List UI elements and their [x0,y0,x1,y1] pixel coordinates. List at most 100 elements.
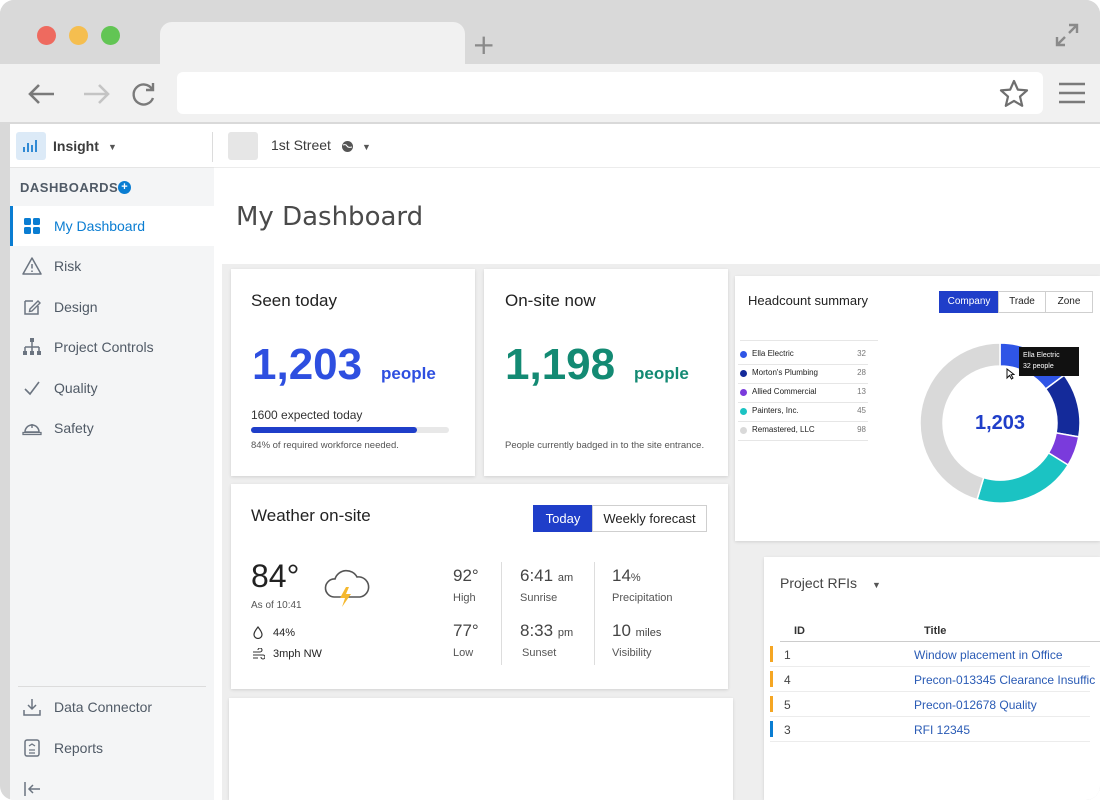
precipitation: 14% [612,566,641,586]
precipitation-unit: % [630,572,641,584]
tab-weekly-forecast[interactable]: Weekly forecast [592,505,707,532]
minimize-window-button[interactable] [69,26,88,45]
sidebar-item-label: Quality [54,380,98,396]
forward-arrow-icon[interactable] [80,78,112,110]
onsite-now-card [484,269,728,476]
donut-slice-morton-s-plumbing[interactable] [1044,374,1081,438]
tab-trade[interactable]: Trade [998,291,1046,313]
sidebar-item-label: My Dashboard [54,218,146,234]
rfi-title-link[interactable]: Window placement in Office [914,648,1063,662]
wind-icon [253,648,265,660]
precipitation-value: 14 [612,566,631,585]
donut-tooltip: Ella Electric 32 people [1019,347,1079,376]
rfis-chevron-down-icon[interactable]: ▼ [872,580,881,590]
project-rfis-card [764,557,1100,800]
legend-row[interactable]: Remastered, LLC 98 [738,422,868,441]
as-of-time: As of 10:41 [251,600,302,611]
card-title: On-site now [505,291,596,310]
donut-slice-remastered-llc[interactable] [919,342,1001,501]
collapse-sidebar-icon[interactable] [24,781,42,797]
hamburger-menu-icon[interactable] [1058,82,1086,104]
sidebar-divider [18,686,206,687]
legend-row[interactable]: Allied Commercial 13 [738,384,868,403]
tab-company[interactable]: Company [939,291,999,313]
mouse-cursor-icon [1006,368,1015,380]
priority-bar [770,646,773,662]
sidebar-item-label: Safety [54,420,94,436]
rfis-title[interactable]: Project RFIs [780,575,858,591]
rfi-title-link[interactable]: RFI 12345 [914,723,971,737]
humidity-drop-icon [253,626,263,639]
column-header-id[interactable]: ID [794,625,805,637]
fullscreen-icon[interactable] [1052,20,1082,50]
expected-text: 1600 expected today [251,408,363,422]
sidebar-item-data-connector[interactable]: Data Connector [10,687,214,727]
sidebar-item-reports[interactable]: Reports [10,728,214,768]
legend-label: Ella Electric [752,349,794,358]
sidebar-item-safety[interactable]: Safety [10,408,214,448]
legend-label: Remastered, LLC [752,425,815,434]
back-arrow-icon[interactable] [26,78,58,110]
sidebar-item-quality[interactable]: Quality [10,368,214,408]
priority-bar [770,671,773,687]
legend-row[interactable]: Morton's Plumbing 28 [738,365,868,384]
sidebar-item-design[interactable]: Design [10,287,214,327]
table-row[interactable]: 4 Precon-013345 Clearance Insuffic [770,667,1095,692]
maximize-window-button[interactable] [101,26,120,45]
add-dashboard-icon[interactable]: + [118,181,131,194]
table-row[interactable]: 3 RFI 12345 [770,717,1090,742]
seen-today-count: 1,203 [252,340,363,389]
weather-divider [501,562,502,665]
legend-row[interactable]: Painters, Inc. 45 [738,403,868,422]
close-window-button[interactable] [37,26,56,45]
app-switcher[interactable]: Insight ▼ [10,124,214,168]
donut-slice-painters-inc[interactable] [976,451,1070,504]
sidebar-item-project-controls[interactable]: Project Controls [10,327,214,367]
hierarchy-icon [23,338,41,355]
column-header-title[interactable]: Title [924,625,947,637]
sidebar-item-label: Reports [54,740,104,756]
high-temp: 92° [453,566,479,585]
globe-icon [342,141,353,152]
legend-value: 32 [857,349,866,358]
project-chevron-down-icon[interactable]: ▼ [362,142,371,152]
insight-chart-icon [16,132,46,160]
title-bar: + [0,0,1100,66]
sunrise-time: 6:41 am [520,566,573,586]
bookmark-star-icon[interactable] [998,78,1030,110]
legend-row[interactable]: Ella Electric 32 [738,346,868,365]
onsite-note: People currently badged in to the site e… [505,440,705,451]
thunderstorm-icon [324,569,370,607]
project-name[interactable]: 1st Street [271,137,331,153]
table-row[interactable]: 5 Precon-012678 Quality [770,692,1090,717]
report-icon [24,739,40,757]
tab-today[interactable]: Today [533,505,593,532]
weather-divider [594,562,595,665]
new-tab-icon[interactable]: + [472,28,496,61]
seen-today-unit: people [381,364,436,383]
legend-value: 98 [857,425,866,434]
table-row[interactable]: 1 Window placement in Office [770,642,1090,667]
reload-icon[interactable] [128,78,160,110]
sidebar-item-my-dashboard[interactable]: My Dashboard [10,206,214,246]
sunset-label: Sunset [522,647,557,659]
browser-tab[interactable] [160,22,465,66]
priority-bar [770,696,773,712]
headcount-summary-card [735,276,1100,541]
sidebar-item-risk[interactable]: Risk [10,246,214,286]
rfi-title-link[interactable]: Precon-012678 Quality [914,698,1037,712]
workforce-progress-fill [251,427,418,433]
sidebar-item-label: Data Connector [54,699,153,715]
wind-value: 3mph NW [273,648,322,660]
page-title: My Dashboard [236,202,424,232]
address-bar[interactable] [177,72,1043,114]
empty-card [229,698,733,800]
sunset-unit: pm [557,627,574,639]
high-label: High [453,592,476,604]
legend-top-rule [740,340,878,341]
grid-icon [24,218,40,234]
tab-zone[interactable]: Zone [1045,291,1093,313]
rfi-title-link[interactable]: Precon-013345 Clearance Insuffic [914,673,1096,687]
visibility-value: 10 [612,621,631,640]
